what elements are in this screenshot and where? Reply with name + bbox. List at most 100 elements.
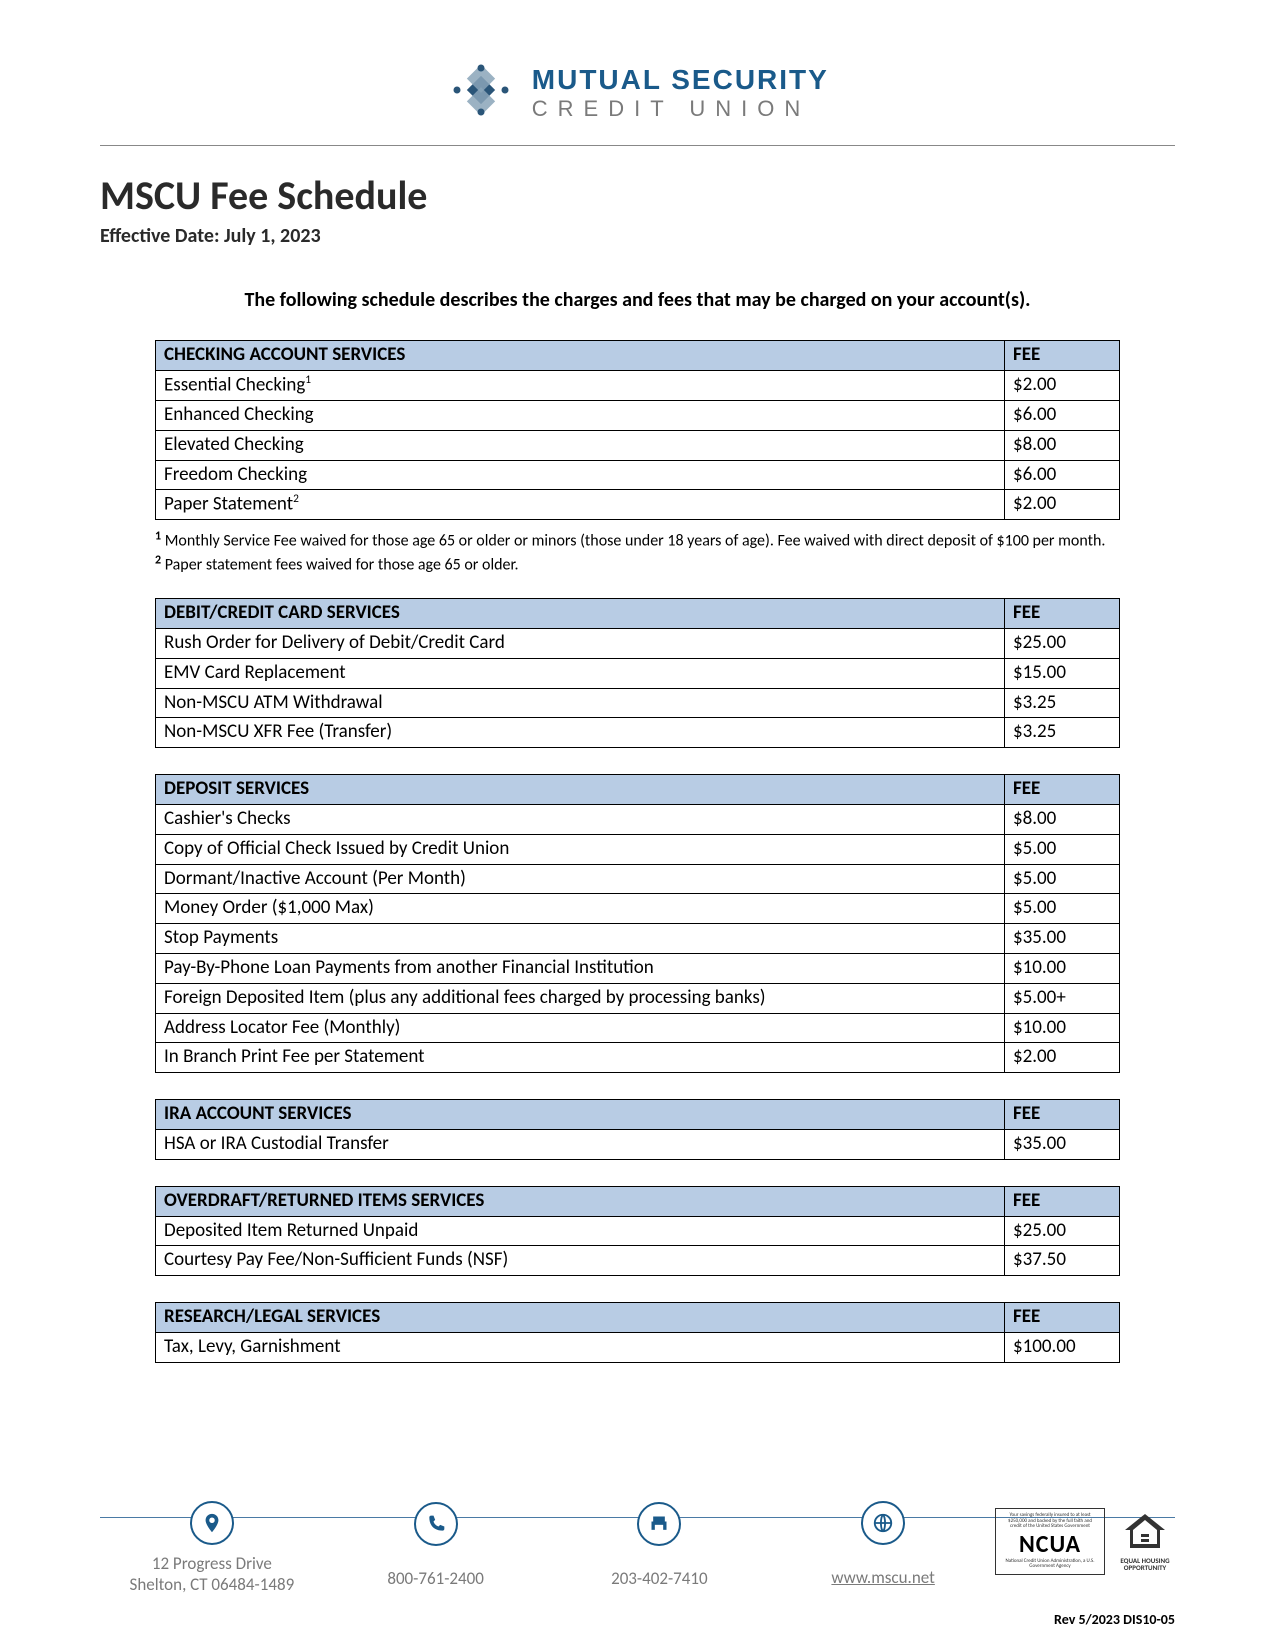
table-row: Freedom Checking$6.00: [156, 460, 1120, 490]
table-row: Tax, Levy, Garnishment$100.00: [156, 1333, 1120, 1363]
table-row: Money Order ($1,000 Max)$5.00: [156, 894, 1120, 924]
phone2-text: 203-402-7410: [548, 1568, 772, 1589]
fee-label: Address Locator Fee (Monthly): [156, 1013, 1005, 1043]
website-link[interactable]: www.mscu.net: [831, 1567, 934, 1588]
fee-amount: $2.00: [1005, 1043, 1120, 1073]
fee-header: FEE: [1005, 599, 1120, 629]
fee-label: EMV Card Replacement: [156, 658, 1005, 688]
fee-label: In Branch Print Fee per Statement: [156, 1043, 1005, 1073]
fee-amount: $8.00: [1005, 430, 1120, 460]
fee-label: Dormant/Inactive Account (Per Month): [156, 864, 1005, 894]
logo: MUTUAL SECURITY CREDIT UNION: [100, 60, 1175, 125]
fee-amount: $25.00: [1005, 1216, 1120, 1246]
location-pin-icon: [190, 1501, 234, 1545]
table-row: Copy of Official Check Issued by Credit …: [156, 834, 1120, 864]
table-row: Stop Payments$35.00: [156, 924, 1120, 954]
section-header: RESEARCH/LEGAL SERVICES: [156, 1303, 1005, 1333]
table-row: Essential Checking1$2.00: [156, 370, 1120, 400]
revision-label: Rev 5/2023 DIS10-05: [1054, 1611, 1175, 1628]
fee-label: Deposited Item Returned Unpaid: [156, 1216, 1005, 1246]
table-row: Elevated Checking$8.00: [156, 430, 1120, 460]
table-row: HSA or IRA Custodial Transfer$35.00: [156, 1130, 1120, 1160]
fee-amount: $10.00: [1005, 1013, 1120, 1043]
address-line1: 12 Progress Drive: [100, 1553, 324, 1574]
page-footer: 12 Progress Drive Shelton, CT 06484-1489…: [100, 1517, 1175, 1595]
globe-icon: [861, 1501, 905, 1545]
fee-amount: $35.00: [1005, 1130, 1120, 1160]
section-header: DEBIT/CREDIT CARD SERVICES: [156, 599, 1005, 629]
footer-address: 12 Progress Drive Shelton, CT 06484-1489: [100, 1518, 324, 1595]
fee-label: Money Order ($1,000 Max): [156, 894, 1005, 924]
footer-website: www.mscu.net: [771, 1518, 995, 1588]
page-title: MSCU Fee Schedule: [100, 171, 1175, 220]
footer-phone2: 203-402-7410: [548, 1518, 772, 1589]
logo-title: MUTUAL SECURITY: [532, 64, 829, 96]
fee-table: RESEARCH/LEGAL SERVICESFEETax, Levy, Gar…: [155, 1302, 1120, 1363]
section-header: IRA ACCOUNT SERVICES: [156, 1100, 1005, 1130]
fee-header: FEE: [1005, 1186, 1120, 1216]
footer-phone1: 800-761-2400: [324, 1518, 548, 1589]
table-row: EMV Card Replacement$15.00: [156, 658, 1120, 688]
table-row: Paper Statement2$2.00: [156, 490, 1120, 520]
fee-label: Freedom Checking: [156, 460, 1005, 490]
fee-amount: $5.00: [1005, 834, 1120, 864]
equal-housing-badge: EQUAL HOUSING OPPORTUNITY: [1115, 1512, 1175, 1571]
fee-table: DEBIT/CREDIT CARD SERVICESFEERush Order …: [155, 598, 1120, 748]
fee-amount: $37.50: [1005, 1246, 1120, 1276]
fee-header: FEE: [1005, 341, 1120, 371]
fee-header: FEE: [1005, 1100, 1120, 1130]
table-row: Dormant/Inactive Account (Per Month)$5.0…: [156, 864, 1120, 894]
fee-label: Copy of Official Check Issued by Credit …: [156, 834, 1005, 864]
table-row: Non-MSCU ATM Withdrawal$3.25: [156, 688, 1120, 718]
fee-label: Paper Statement2: [156, 490, 1005, 520]
fee-amount: $35.00: [1005, 924, 1120, 954]
fee-amount: $6.00: [1005, 400, 1120, 430]
fee-label: Non-MSCU XFR Fee (Transfer): [156, 718, 1005, 748]
fee-table: DEPOSIT SERVICESFEECashier's Checks$8.00…: [155, 774, 1120, 1073]
fee-tables: CHECKING ACCOUNT SERVICESFEEEssential Ch…: [100, 340, 1175, 1363]
fee-amount: $3.25: [1005, 688, 1120, 718]
table-row: Courtesy Pay Fee/Non-Sufficient Funds (N…: [156, 1246, 1120, 1276]
table-row: Non-MSCU XFR Fee (Transfer)$3.25: [156, 718, 1120, 748]
fee-amount: $25.00: [1005, 629, 1120, 659]
table-row: In Branch Print Fee per Statement$2.00: [156, 1043, 1120, 1073]
fee-label: Stop Payments: [156, 924, 1005, 954]
table-row: Cashier's Checks$8.00: [156, 805, 1120, 835]
phone-icon: [414, 1502, 458, 1546]
table-row: Enhanced Checking$6.00: [156, 400, 1120, 430]
fee-header: FEE: [1005, 775, 1120, 805]
section-header: CHECKING ACCOUNT SERVICES: [156, 341, 1005, 371]
fee-amount: $5.00: [1005, 894, 1120, 924]
fee-label: Cashier's Checks: [156, 805, 1005, 835]
table-row: Address Locator Fee (Monthly)$10.00: [156, 1013, 1120, 1043]
address-line2: Shelton, CT 06484-1489: [100, 1574, 324, 1595]
header-divider: [100, 145, 1175, 146]
fee-amount: $15.00: [1005, 658, 1120, 688]
ncua-badge: Your savings federally insured to at lea…: [995, 1508, 1105, 1575]
fee-amount: $100.00: [1005, 1333, 1120, 1363]
fee-amount: $8.00: [1005, 805, 1120, 835]
fee-amount: $5.00+: [1005, 983, 1120, 1013]
intro-text: The following schedule describes the cha…: [120, 288, 1155, 312]
fee-label: Essential Checking1: [156, 370, 1005, 400]
fee-amount: $6.00: [1005, 460, 1120, 490]
fee-label: Rush Order for Delivery of Debit/Credit …: [156, 629, 1005, 659]
fee-label: Enhanced Checking: [156, 400, 1005, 430]
effective-date: Effective Date: July 1, 2023: [100, 224, 1175, 248]
table-row: Rush Order for Delivery of Debit/Credit …: [156, 629, 1120, 659]
fee-amount: $10.00: [1005, 954, 1120, 984]
logo-diamond-icon: [446, 60, 516, 125]
fee-header: FEE: [1005, 1303, 1120, 1333]
fee-table: CHECKING ACCOUNT SERVICESFEEEssential Ch…: [155, 340, 1120, 520]
fee-label: Tax, Levy, Garnishment: [156, 1333, 1005, 1363]
fee-label: Pay-By-Phone Loan Payments from another …: [156, 954, 1005, 984]
table-row: Foreign Deposited Item (plus any additio…: [156, 983, 1120, 1013]
phone1-text: 800-761-2400: [324, 1568, 548, 1589]
section-header: DEPOSIT SERVICES: [156, 775, 1005, 805]
fee-label: HSA or IRA Custodial Transfer: [156, 1130, 1005, 1160]
table-row: Pay-By-Phone Loan Payments from another …: [156, 954, 1120, 984]
fee-amount: $2.00: [1005, 490, 1120, 520]
fee-amount: $2.00: [1005, 370, 1120, 400]
fee-label: Courtesy Pay Fee/Non-Sufficient Funds (N…: [156, 1246, 1005, 1276]
fee-amount: $5.00: [1005, 864, 1120, 894]
